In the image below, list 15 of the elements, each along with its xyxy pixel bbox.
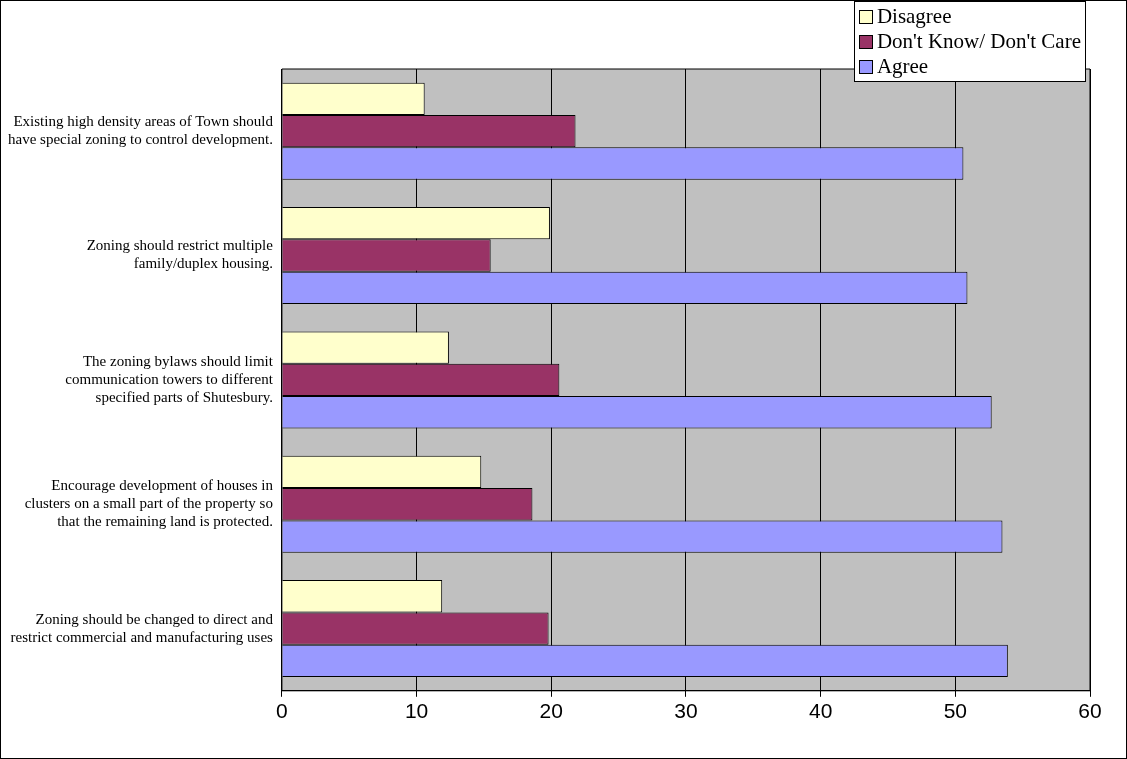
x-tick-label: 10 <box>404 699 429 723</box>
x-tick-label: 0 <box>276 699 288 723</box>
x-tick-label: 30 <box>674 699 698 723</box>
x-tick-label: 50 <box>943 699 967 723</box>
x-tick-label: 20 <box>539 699 563 723</box>
y-tick-label: Zoning should restrict multiple family/duplex housing. <box>86 237 274 272</box>
legend-label: Disagree <box>876 4 952 29</box>
y-tick-label: The zoning bylaws should limit communication towers to different specified parts of Shutesbury. <box>65 352 274 405</box>
x-tick-label: 40 <box>808 699 833 723</box>
y-tick-label: Existing high density areas of Town should have special zoning to control development. <box>8 113 274 148</box>
x-tick-label: 60 <box>1078 699 1102 723</box>
y-tick-label: Zoning should be changed to direct and restrict commercial and manufacturing uses <box>10 610 274 645</box>
legend-label: Don't Know/ Don't Care <box>876 29 1081 54</box>
y-tick-label: Encourage development of houses in clusters on a small part of the property so that the remaining land is protected. <box>24 477 274 530</box>
legend-label: Agree <box>876 54 929 79</box>
